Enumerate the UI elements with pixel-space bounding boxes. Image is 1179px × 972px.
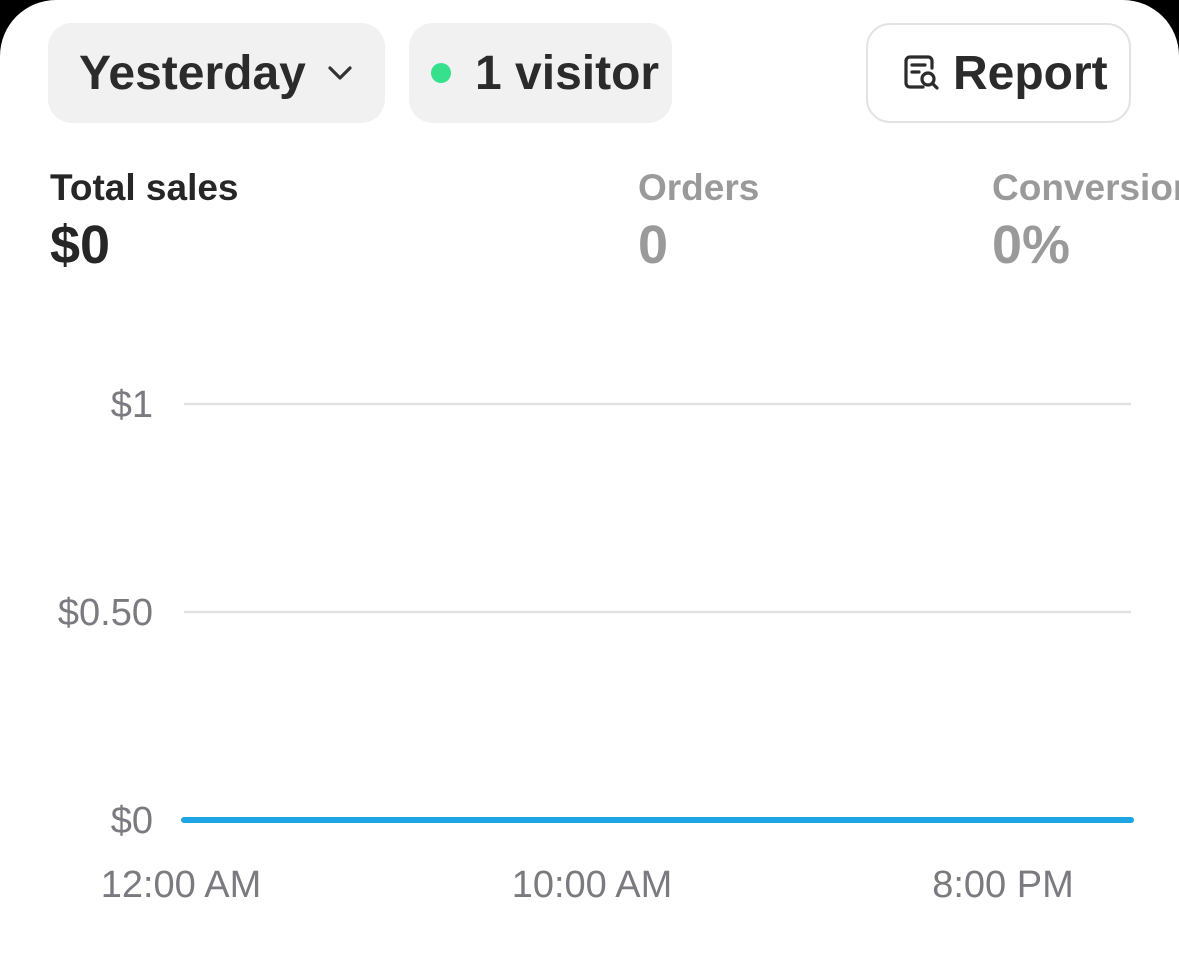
live-status-dot-icon: [431, 63, 451, 83]
y-tick-label: $0.50: [58, 592, 153, 634]
chevron-down-icon: [326, 64, 354, 82]
sales-line-chart: $1 $0.50 $0 12:00 AM 10:00 AM 8:00 PM: [58, 384, 1134, 906]
report-label: Report: [953, 46, 1108, 100]
x-tick-label: 12:00 AM: [101, 864, 262, 906]
metric-value: $0: [50, 215, 111, 275]
metric-conversion[interactable]: Conversion 0%: [992, 166, 1179, 275]
live-visitors-badge[interactable]: 1 visitor: [409, 23, 672, 123]
metric-orders[interactable]: Orders 0: [638, 166, 759, 275]
date-range-label: Yesterday: [79, 46, 306, 100]
metric-value: 0: [638, 215, 669, 275]
visitors-count-label: 1 visitor: [475, 46, 660, 100]
date-range-dropdown[interactable]: Yesterday: [48, 23, 385, 123]
metric-label: Total sales: [50, 167, 239, 208]
metric-value: 0%: [992, 215, 1071, 275]
report-button[interactable]: Report: [866, 23, 1131, 123]
y-tick-label: $0: [111, 800, 153, 842]
metric-total-sales[interactable]: Total sales $0: [50, 166, 239, 275]
metric-label: Orders: [638, 167, 760, 208]
y-tick-label: $1: [111, 384, 153, 426]
x-tick-label: 10:00 AM: [512, 864, 673, 906]
x-tick-label: 8:00 PM: [932, 864, 1074, 906]
report-search-icon: [901, 53, 941, 93]
metric-label: Conversion: [992, 167, 1179, 208]
